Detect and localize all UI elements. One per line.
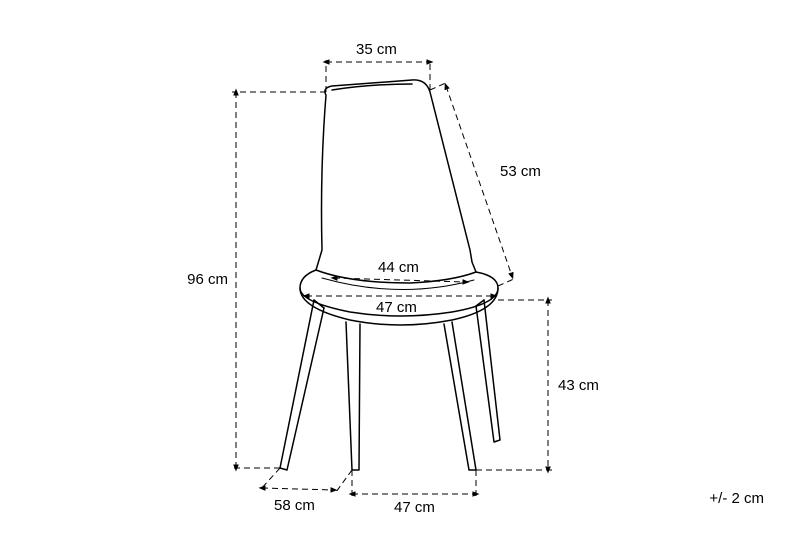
dimension-labels: 35 cm 53 cm 96 cm 44 cm 47 cm 43 cm 58 c… <box>187 41 599 516</box>
label-back-height: 53 cm <box>500 163 541 180</box>
label-seat-height: 43 cm <box>558 377 599 394</box>
label-seat-inner: 44 cm <box>378 259 419 276</box>
label-total-height: 96 cm <box>187 271 228 288</box>
dim-depth-line <box>262 488 334 490</box>
chair-dimension-diagram: 35 cm 53 cm 96 cm 44 cm 47 cm 43 cm 58 c… <box>0 0 800 533</box>
dim-back-height-line <box>446 86 512 276</box>
label-top-width: 35 cm <box>356 41 397 58</box>
label-seat-outer: 47 cm <box>376 299 417 316</box>
dimension-lines <box>232 60 552 496</box>
tolerance-note: +/- 2 cm <box>709 490 764 507</box>
label-depth: 58 cm <box>274 497 315 514</box>
label-front-width: 47 cm <box>394 499 435 516</box>
